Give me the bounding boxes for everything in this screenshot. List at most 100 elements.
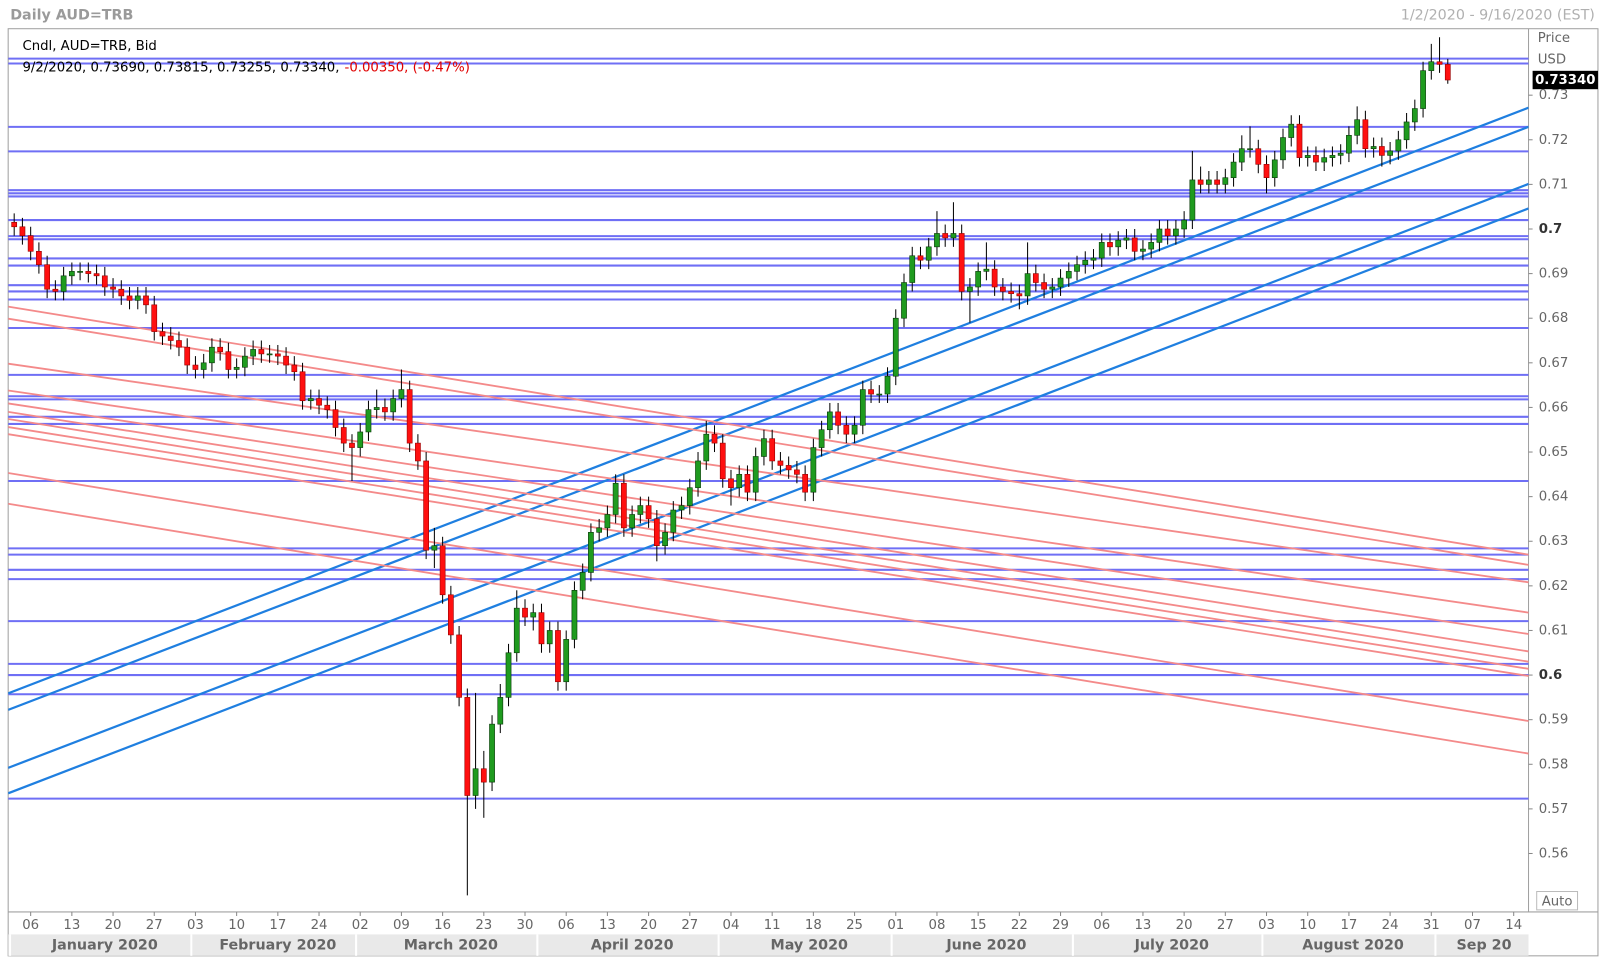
candle-body	[472, 768, 479, 796]
candle-body	[439, 545, 446, 596]
x-tick-label: 23	[475, 918, 492, 933]
candle-body	[316, 398, 322, 406]
candle-body	[266, 353, 273, 356]
resistance-line	[8, 433, 1529, 677]
y-tick-label: 0.69	[1539, 267, 1569, 282]
ohlc-info: 9/2/2020, 0.73690, 0.73815, 0.73255, 0.7…	[22, 61, 339, 76]
candle-body	[151, 304, 158, 332]
candle-body	[967, 286, 973, 292]
candle-body	[901, 282, 907, 319]
series-name: Cndl, AUD=TRB, Bid	[22, 39, 156, 54]
candle-body	[1164, 228, 1171, 236]
candle-body	[1024, 273, 1031, 297]
candle-body	[1247, 148, 1253, 151]
date-range: 1/2/2020 - 9/16/2020 (EST)	[1401, 7, 1595, 23]
candle-body	[1148, 242, 1155, 250]
candle-body	[497, 697, 504, 725]
x-tick-label: 13	[1134, 918, 1151, 933]
info-line: 9/2/2020, 0.73690, 0.73815, 0.73255, 0.7…	[22, 61, 469, 76]
y-tick-label: 0.72	[1539, 133, 1569, 148]
y-tick-label: 0.56	[1539, 846, 1569, 861]
candle-body	[299, 371, 306, 402]
x-tick-label: 18	[805, 918, 822, 933]
candle-body	[60, 275, 67, 292]
candle-body	[1337, 152, 1344, 156]
candle-body	[167, 335, 174, 341]
candle-body	[975, 271, 982, 288]
last-price-box	[1532, 70, 1598, 90]
candle-body	[242, 355, 248, 368]
candle-body	[1074, 264, 1080, 272]
x-tick-label: 27	[146, 918, 163, 933]
month-label: March 2020	[404, 938, 498, 954]
resistance-line	[8, 402, 1529, 635]
candle-body	[505, 652, 512, 698]
candle-body	[291, 364, 298, 373]
candle-body	[1000, 286, 1006, 292]
x-tick-label: 27	[681, 918, 698, 933]
candle-body	[1065, 271, 1072, 279]
x-tick-label: 13	[63, 918, 80, 933]
candle-body	[373, 407, 380, 410]
y-tick-label: 0.73	[1539, 88, 1569, 103]
candle-body	[1123, 237, 1130, 241]
candle-body	[357, 431, 364, 448]
candle-body	[77, 271, 83, 273]
x-tick-label: 15	[970, 918, 987, 933]
candle-body	[176, 340, 182, 348]
candle-body	[909, 255, 916, 283]
candle-body	[1444, 64, 1451, 81]
auto-button[interactable]	[1536, 890, 1579, 911]
candle-body	[283, 355, 289, 366]
resistance-line	[8, 362, 1529, 584]
candle-body	[1288, 123, 1295, 138]
y-tick-label: 0.64	[1539, 490, 1569, 505]
candle-body	[93, 273, 100, 277]
x-tick-label: 04	[723, 918, 740, 933]
month-label: June 2020	[945, 938, 1026, 954]
candle-body	[1082, 259, 1089, 265]
y-axis-label: Price	[1538, 31, 1570, 46]
candle-body	[1411, 108, 1418, 123]
resistance-line	[8, 410, 1529, 653]
candle-body	[1296, 123, 1303, 158]
candle-body	[802, 474, 808, 493]
candle-body	[942, 233, 949, 239]
x-tick-label: 17	[269, 918, 286, 933]
candle-body	[1032, 273, 1039, 283]
candle-body	[1395, 139, 1402, 152]
support-line	[8, 106, 1529, 695]
candle-body	[711, 433, 718, 444]
candle-body	[513, 607, 520, 654]
candle-body	[431, 545, 438, 551]
candle-body	[1205, 179, 1212, 185]
y-tick-label: 0.62	[1539, 579, 1569, 594]
candle-body	[258, 349, 265, 355]
x-tick-label: 14	[1505, 918, 1522, 933]
x-tick-label: 20	[640, 918, 657, 933]
candle-body	[728, 478, 734, 489]
candle-body	[653, 518, 660, 547]
candle-body	[843, 424, 850, 435]
candle-body	[209, 346, 215, 364]
candle-body	[1115, 239, 1122, 248]
auto-label[interactable]: Auto	[1542, 895, 1573, 910]
candle-body	[200, 362, 207, 370]
candle-body	[1041, 282, 1047, 290]
y-tick-label: 0.7	[1539, 222, 1562, 237]
y-tick-label: 0.61	[1539, 623, 1569, 638]
candle-body	[1090, 257, 1097, 261]
candle-body	[571, 590, 578, 640]
candle-body	[1362, 119, 1369, 150]
candle-body	[1197, 179, 1204, 185]
candle-body	[1387, 150, 1393, 156]
candle-body	[769, 438, 776, 462]
y-axis-unit: USD	[1538, 52, 1566, 67]
plot-area	[8, 37, 1529, 896]
candle-body	[1131, 237, 1138, 252]
month-label: February 2020	[219, 938, 336, 954]
candle-body	[934, 233, 940, 248]
candle-body	[101, 275, 108, 288]
candle-body	[579, 572, 586, 591]
month-label: May 2020	[771, 938, 849, 954]
